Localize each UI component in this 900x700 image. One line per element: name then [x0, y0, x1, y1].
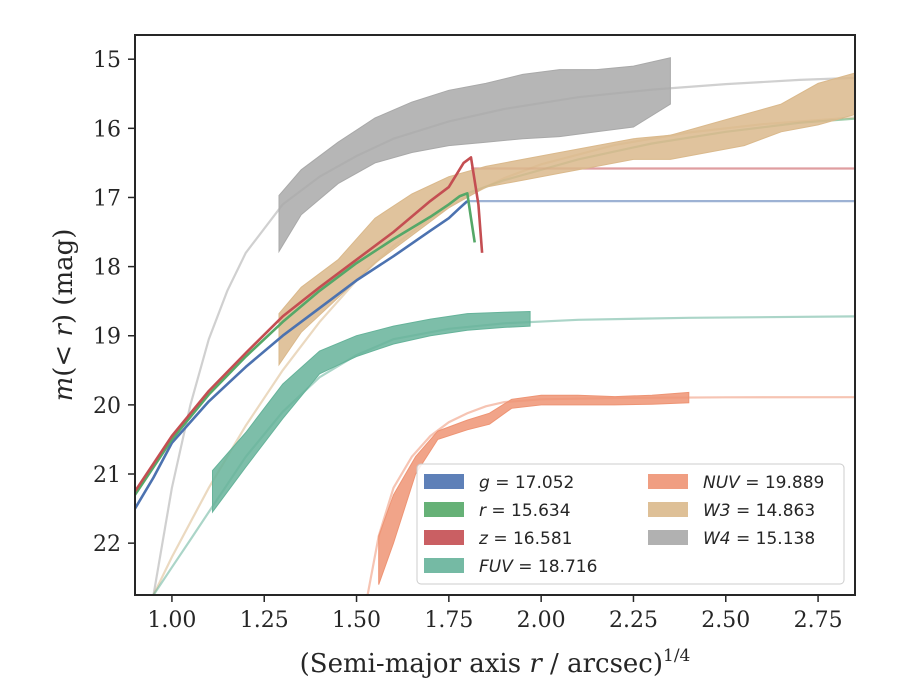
legend: g = 17.052 r = 15.634 z = 16.581 FUV = 18.7… [416, 463, 845, 585]
legend-swatch [424, 530, 464, 545]
legend-swatch [424, 558, 464, 573]
legend-item-fuv: FUV = 18.716 [424, 557, 597, 577]
legend-label: W4 = 15.138 [703, 529, 815, 549]
x-tick-label: 1.25 [240, 608, 289, 633]
x-tick-label: 2.00 [517, 608, 566, 633]
plot-frame [134, 34, 856, 596]
x-axis-label: (Semi-major axis r / arcsec)1/4 [300, 646, 691, 679]
y-tick-label: 17 [93, 186, 121, 211]
x-tick-label: 2.25 [609, 608, 658, 633]
band-nuv [378, 391, 690, 585]
legend-item-w3: W3 = 14.863 [648, 501, 815, 521]
y-axis-label: m(< r) (mag) [49, 229, 79, 402]
legend-swatch [648, 502, 688, 517]
plot-area [135, 57, 855, 595]
band-fuv [212, 310, 531, 514]
x-tick-label: 1.75 [424, 608, 473, 633]
x-tick-label: 1.00 [147, 608, 196, 633]
y-tick-label: 22 [93, 532, 121, 557]
x-tick-label: 2.50 [701, 608, 750, 633]
line-z [135, 156, 484, 493]
legend-item-r: r = 15.634 [424, 501, 571, 521]
legend-label: g = 17.052 [479, 473, 574, 493]
y-tick-label: 21 [93, 463, 121, 488]
y-tick-label: 18 [93, 256, 121, 281]
legend-swatch [424, 474, 464, 489]
legend-item-nuv: NUV = 19.889 [648, 473, 824, 493]
legend-label: z = 16.581 [478, 529, 572, 549]
legend-label: FUV = 18.716 [479, 557, 597, 577]
x-axis: 1.00 1.25 1.50 1.75 2.00 2.25 2.50 2.75 [147, 595, 843, 633]
legend-frame [416, 463, 845, 585]
legend-swatch [648, 474, 688, 489]
legend-swatch [648, 530, 688, 545]
legend-item-w4: W4 = 15.138 [648, 529, 815, 549]
x-tick-label: 1.50 [332, 608, 381, 633]
y-axis: 15 16 17 18 19 20 21 22 [93, 48, 135, 557]
band-w4 [278, 57, 671, 254]
model-curve-fuv [152, 315, 855, 595]
line-r [135, 192, 476, 496]
legend-label: r = 15.634 [479, 501, 571, 521]
legend-label: NUV = 19.889 [703, 473, 824, 493]
y-tick-label: 15 [93, 48, 121, 73]
legend-item-g: g = 17.052 [424, 473, 574, 493]
line-g [135, 200, 469, 510]
legend-item-z: z = 16.581 [424, 529, 572, 549]
legend-swatch [424, 502, 464, 517]
x-tick-label: 2.75 [794, 608, 843, 633]
legend-label: W3 = 14.863 [703, 501, 815, 521]
y-tick-label: 16 [93, 117, 121, 142]
y-tick-label: 20 [93, 394, 121, 419]
y-tick-label: 19 [93, 325, 121, 350]
